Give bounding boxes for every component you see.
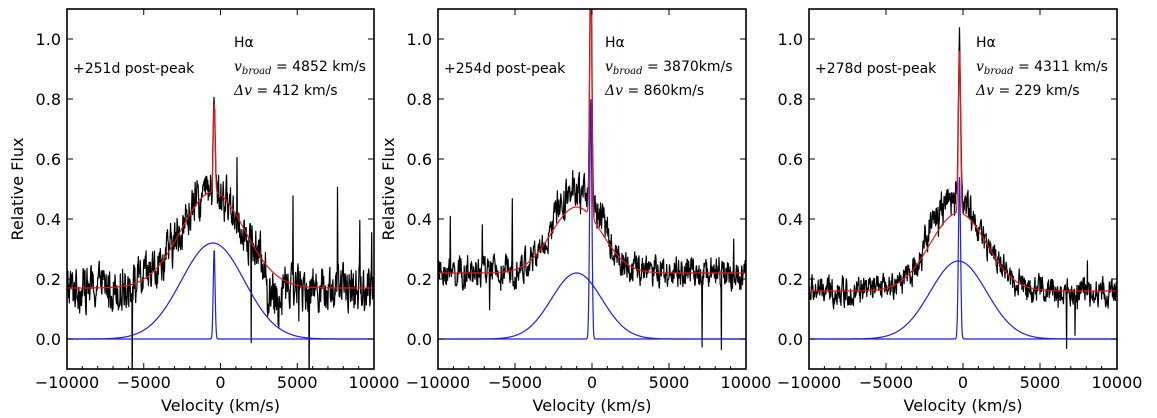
plot-area (67, 96, 374, 369)
x-tick-label: 5000 (277, 373, 318, 392)
y-tick-label: 0.4 (407, 210, 432, 229)
epoch-annotation: +254d post-peak (444, 61, 566, 77)
x-tick-label: 0 (958, 373, 968, 392)
y-tick-label: 0.6 (778, 150, 803, 169)
vbroad-value: = 4311 km/s (1014, 59, 1108, 75)
y-tick-label: 0.6 (36, 150, 61, 169)
line-name-annotation: Hα (605, 35, 625, 51)
delta-v-symbol: Δv (975, 83, 994, 99)
delta-v-value: = 860km/s (623, 83, 704, 99)
vbroad-subscript: broad (613, 66, 643, 77)
x-tick-label: −5000 (117, 373, 171, 392)
vbroad-subscript: broad (984, 66, 1014, 77)
y-tick-label: 0.0 (778, 330, 803, 349)
y-tick-label: 0.2 (778, 270, 803, 289)
vbroad-symbol: v (976, 59, 984, 75)
x-tick-label: 10000 (721, 373, 772, 392)
y-tick-label: 0.8 (778, 90, 803, 109)
y-axis-label: Relative Flux (379, 138, 398, 241)
vbroad-annotation: vbroad = 3870km/s (605, 59, 733, 77)
delta-v-symbol: Δv (604, 83, 623, 99)
observed-spectrum-line (809, 27, 1117, 349)
vbroad-value: = 3870km/s (643, 59, 733, 75)
panel-1: −10000 −5000 0 5000 10000 0.0 0.2 0.4 0.6 0.8 1.0 V… (8, 8, 400, 415)
x-tick-label: 5000 (1020, 373, 1061, 392)
y-tick-label: 0.6 (407, 150, 432, 169)
x-axis-label: Velocity (km/s) (533, 396, 652, 415)
y-tick-label: 0.8 (36, 90, 61, 109)
delta-v-annotation: Δv = 229 km/s (975, 83, 1080, 99)
y-axis-label: Relative Flux (8, 138, 27, 241)
delta-v-symbol: Δv (233, 83, 252, 99)
x-tick-label: 0 (587, 373, 597, 392)
x-tick-label: −5000 (859, 373, 913, 392)
y-tick-label: 1.0 (36, 30, 61, 49)
y-tick-label: 0.0 (36, 330, 61, 349)
delta-v-value: = 412 km/s (252, 83, 338, 99)
vbroad-symbol: v (605, 59, 613, 75)
y-tick-label: 0.0 (407, 330, 432, 349)
x-tick-label: 5000 (649, 373, 690, 392)
vbroad-annotation: vbroad = 4311 km/s (976, 59, 1108, 77)
x-tick-label: 10000 (1092, 373, 1143, 392)
y-tick-label: 0.4 (778, 210, 803, 229)
y-tick-label: 0.4 (36, 210, 61, 229)
total-fit-line (809, 50, 1117, 292)
y-tick-label: 1.0 (407, 30, 432, 49)
total-fit-line (67, 103, 374, 289)
narrow-component-line (809, 176, 1117, 340)
x-axis-label: Velocity (km/s) (161, 396, 280, 415)
plot-area (438, 9, 746, 351)
vbroad-annotation: vbroad = 4852 km/s (234, 59, 366, 77)
y-tick-label: 0.2 (36, 270, 61, 289)
x-tick-label: −5000 (488, 373, 542, 392)
vbroad-symbol: v (234, 59, 242, 75)
total-fit-line (438, 9, 746, 274)
narrow-component-line (438, 99, 746, 340)
line-name-annotation: Hα (976, 35, 996, 51)
x-tick-label: −10000 (777, 373, 841, 392)
panel-3: −10000 −5000 0 5000 10000 0.0 0.2 0.4 0.6 0.8 1.0 V… (777, 8, 1143, 415)
vbroad-subscript: broad (242, 66, 272, 77)
x-tick-label: −10000 (35, 373, 99, 392)
delta-v-annotation: Δv = 412 km/s (233, 83, 338, 99)
x-tick-label: 10000 (349, 373, 400, 392)
delta-v-annotation: Δv = 860km/s (604, 83, 704, 99)
plot-area (809, 27, 1117, 349)
line-name-annotation: Hα (234, 35, 254, 51)
narrow-component-line (67, 250, 374, 340)
epoch-annotation: +251d post-peak (73, 61, 195, 77)
epoch-annotation: +278d post-peak (815, 61, 937, 77)
vbroad-value: = 4852 km/s (272, 59, 366, 75)
x-tick-label: 0 (215, 373, 225, 392)
x-tick-label: −10000 (406, 373, 470, 392)
y-tick-label: 0.2 (407, 270, 432, 289)
delta-v-value: = 229 km/s (994, 83, 1080, 99)
y-tick-label: 1.0 (778, 30, 803, 49)
y-tick-label: 0.8 (407, 90, 432, 109)
x-axis-label: Velocity (km/s) (904, 396, 1023, 415)
panel-2: −10000 −5000 0 5000 10000 0.0 0.2 0.4 0.6 0.8 1.0 V… (379, 8, 772, 415)
observed-spectrum-line (67, 96, 374, 369)
